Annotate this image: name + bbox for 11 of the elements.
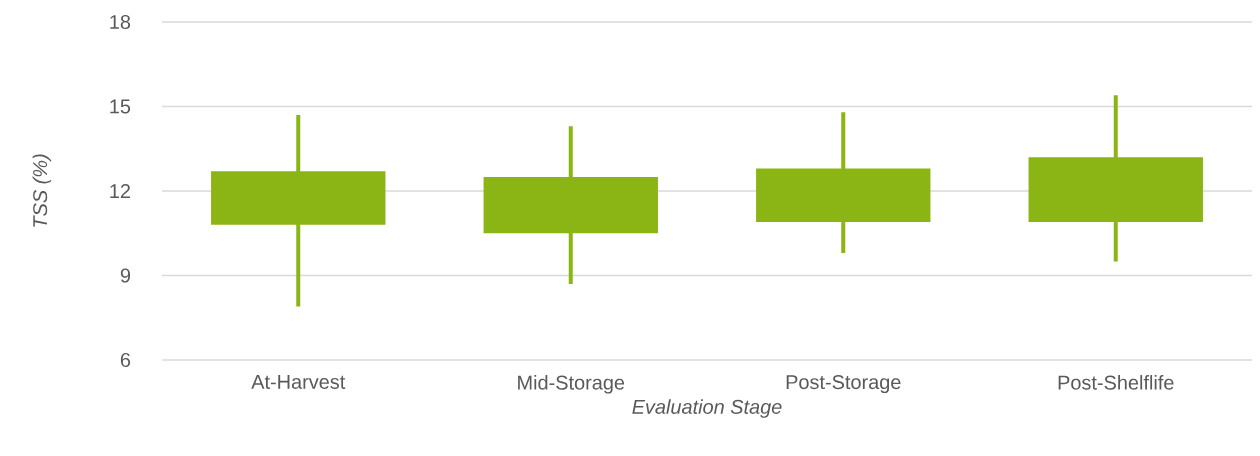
- y-tick-label: 6: [120, 352, 131, 368]
- y-tick-label: 18: [110, 14, 131, 30]
- x-tick-label: At-Harvest: [251, 375, 346, 389]
- x-tick-label: Post-Shelflife: [1058, 375, 1174, 390]
- x-axis-title: Evaluation Stage: [632, 399, 782, 418]
- x-tick-label: Post-Storage: [786, 375, 901, 394]
- y-tick-label: 9: [120, 268, 131, 283]
- x-tick-label: Mid-Storage: [518, 375, 625, 394]
- y-axis-title: TSS (%): [32, 154, 52, 227]
- y-tick-label: 12: [110, 184, 130, 198]
- y-tick-label: 15: [110, 99, 131, 114]
